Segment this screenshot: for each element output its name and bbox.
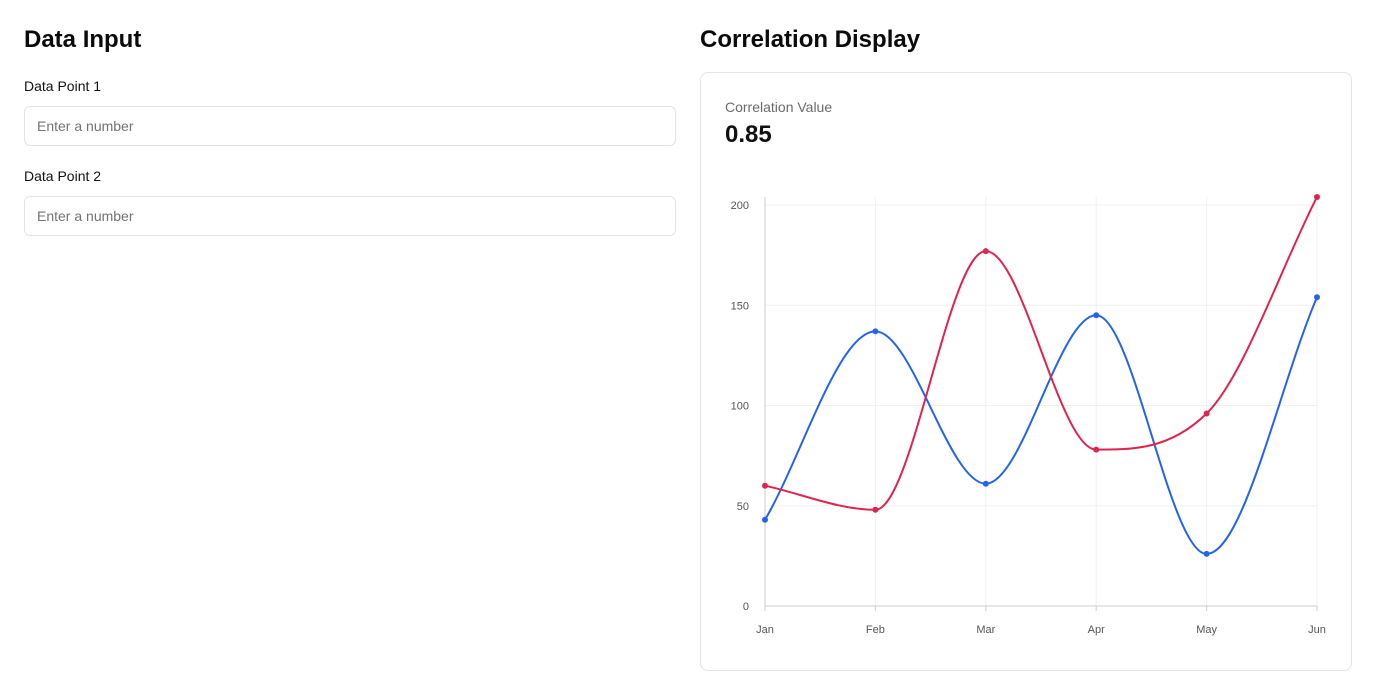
- chart-axes: 0 50 100 150 200 Jan Feb Mar Apr May Jun: [731, 197, 1326, 636]
- x-tick-label: Apr: [1088, 624, 1105, 636]
- series-2-point: [762, 482, 768, 489]
- y-tick-label: 150: [731, 300, 749, 312]
- correlation-value: 0.85: [725, 121, 772, 148]
- x-tick-label: Jan: [756, 624, 774, 636]
- correlation-display-title: Correlation Display: [700, 26, 921, 53]
- correlation-display-panel: Correlation Display Correlation Value 0.…: [700, 24, 1352, 671]
- series-1-line: [764, 296, 1318, 555]
- correlation-value-label: Correlation Value: [725, 99, 833, 115]
- correlation-card: Correlation Value 0.85 0 50 100 150 200 Jan Fe…: [700, 72, 1352, 671]
- data-point-2-input[interactable]: [24, 196, 676, 236]
- y-tick-label: 200: [731, 200, 749, 212]
- chart-series: [764, 196, 1318, 555]
- y-tick-label: 100: [731, 401, 749, 413]
- series-1-point: [872, 328, 879, 335]
- series-2-point: [1203, 410, 1210, 417]
- series-1-point: [762, 516, 768, 523]
- x-tick-label: Jun: [1308, 624, 1326, 636]
- x-tick-label: May: [1196, 624, 1217, 636]
- series-2-point: [872, 506, 879, 513]
- data-point-1-label: Data Point 1: [24, 78, 102, 94]
- y-tick-label: 0: [743, 601, 749, 613]
- data-point-1-input[interactable]: [24, 106, 676, 146]
- series-2-point: [1314, 193, 1320, 200]
- series-2-point: [1093, 446, 1100, 453]
- series-2-point: [982, 248, 989, 255]
- data-input-panel: Data Input Data Point 1 Data Point 2: [24, 24, 676, 236]
- chart-markers: [762, 193, 1320, 557]
- series-1-point: [1203, 550, 1210, 557]
- y-tick-label: 50: [737, 501, 749, 513]
- x-tick-label: Feb: [866, 624, 885, 636]
- data-input-title: Data Input: [24, 26, 142, 53]
- series-1-point: [1093, 312, 1100, 319]
- series-1-point: [1314, 294, 1320, 301]
- chart-grid: [764, 197, 1318, 606]
- series-1-point: [982, 480, 989, 487]
- x-tick-label: Mar: [976, 624, 995, 636]
- line-chart: 0 50 100 150 200 Jan Feb Mar Apr May Jun: [731, 193, 1326, 636]
- data-point-2-label: Data Point 2: [24, 168, 102, 184]
